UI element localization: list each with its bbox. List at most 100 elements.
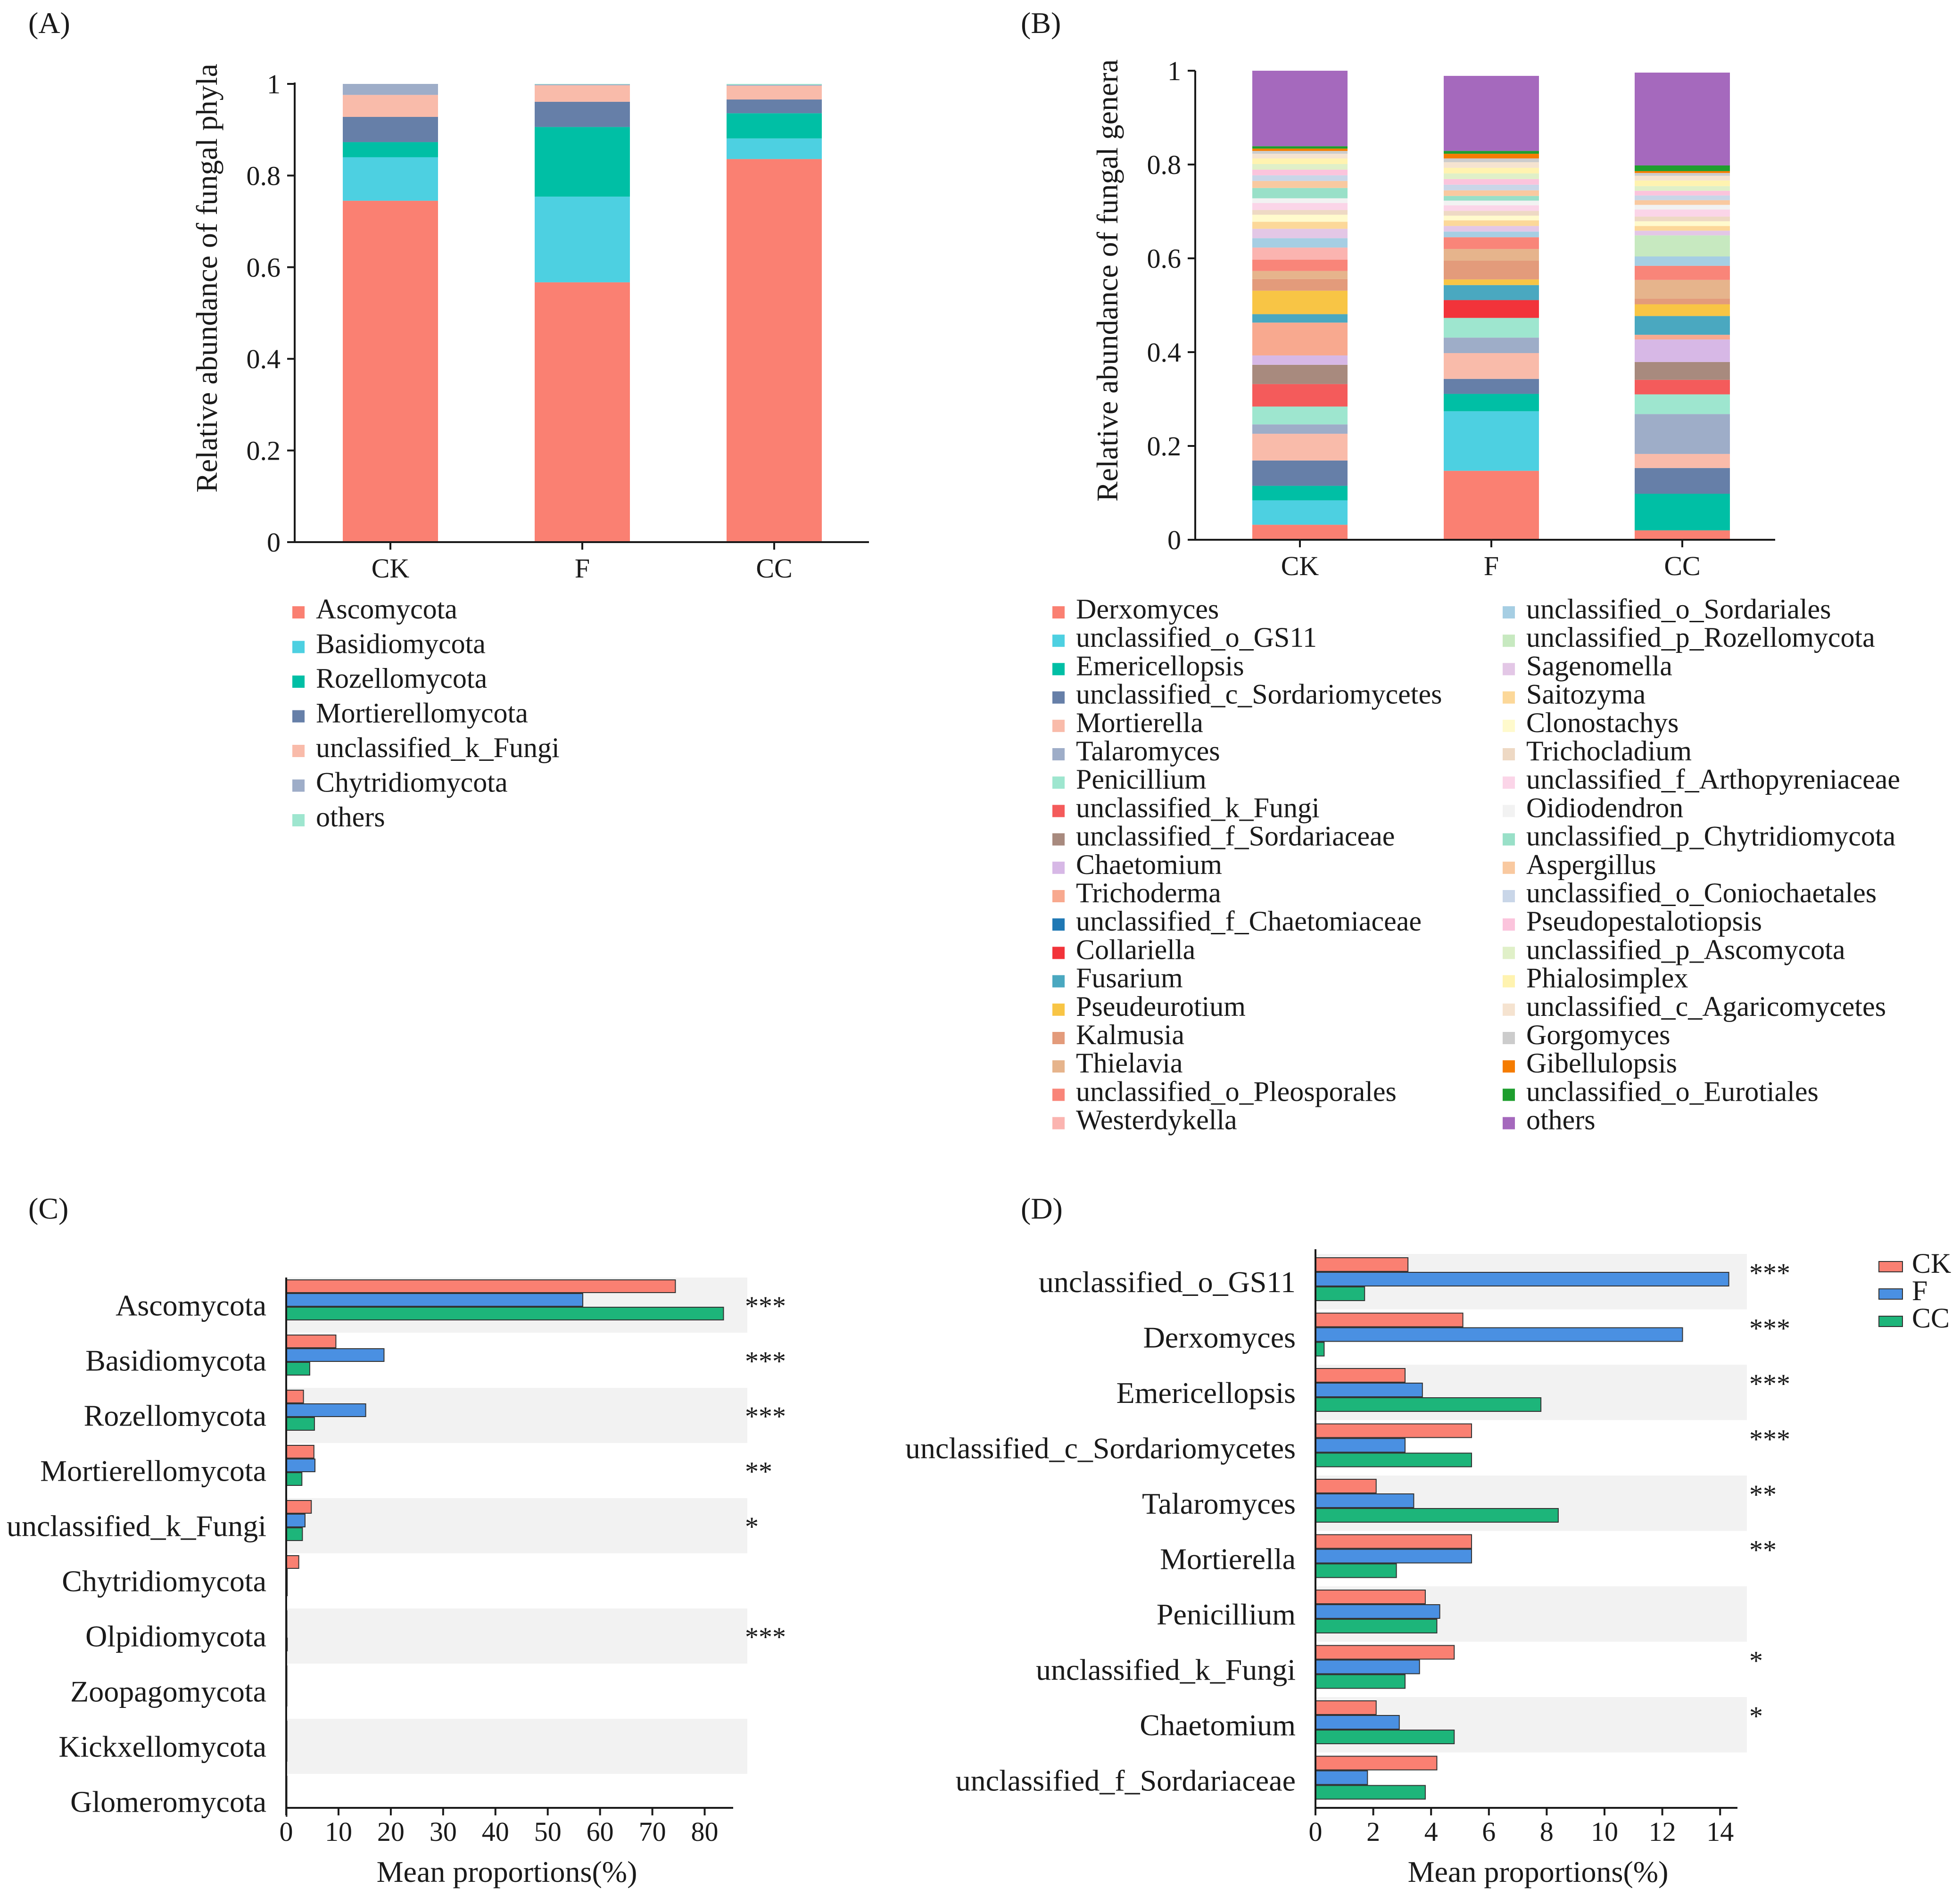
legend-label-unclassified-o-coniochaetales: unclassified_o_Coniochaetales — [1526, 877, 1877, 908]
legend-swatch-thielavia — [1052, 1060, 1065, 1073]
x-axis-title-d: Mean proportions(%) — [1408, 1855, 1669, 1888]
legend-label-westerdykella: Westerdykella — [1076, 1105, 1237, 1136]
significance-marks-c: *************** — [745, 1291, 786, 1652]
bar-segment-cc-chytridiomycota — [727, 84, 822, 86]
legend-label-unclassified-p-ascomycota: unclassified_p_Ascomycota — [1526, 934, 1845, 965]
bar-segment-cc-unclassified-p-ascomycota — [1635, 186, 1730, 191]
bar-segment-ck-sagenomella — [1252, 229, 1348, 239]
bar-segment-f-unclassified-o-coniochaetales — [1444, 184, 1539, 190]
legend-label-pseudopestalotiopsis: Pseudopestalotiopsis — [1526, 906, 1762, 937]
legend-swatch-mortierella — [1052, 719, 1065, 732]
panel-label-d: (D) — [1021, 1192, 1063, 1225]
legend-swatch-collariella — [1052, 947, 1065, 959]
legend-label-unclassified-c-sordariomycetes: unclassified_c_Sordariomycetes — [1076, 679, 1442, 710]
x-tick-label-c: 0 — [280, 1816, 293, 1847]
legend-swatch-chytridiomycota — [292, 779, 305, 792]
bar-unclassified-k-fungi-cc — [1315, 1674, 1406, 1689]
legend-swatch-unclassified-o-eurotiales — [1503, 1088, 1515, 1101]
bar-mortierellomycota-cc — [286, 1472, 303, 1486]
bar-segment-ck-unclassified-k-fungi — [1252, 384, 1348, 407]
legend-swatch-ck — [1878, 1261, 1903, 1272]
significance-ascomycota: *** — [745, 1291, 786, 1321]
x-tick-label-ck: CK — [372, 553, 410, 584]
x-tick-label-c: 20 — [377, 1816, 405, 1847]
legend-label-others: others — [1526, 1105, 1596, 1136]
bar-segment-cc-trichoderma — [1635, 335, 1730, 340]
bar-segment-ck-rozellomycota — [343, 142, 438, 157]
bar-segment-f-unclassified-k-fungi — [535, 85, 630, 102]
y-tick-label-b: 0 — [1167, 525, 1181, 555]
bar-segment-f-talaromyces — [1444, 338, 1539, 353]
bar-segment-ck-thielavia — [1252, 271, 1348, 279]
bar-segment-f-pseudopestalotiopsis — [1444, 179, 1539, 185]
bar-segment-ck-gibellulopsis — [1252, 148, 1348, 151]
bar-segment-f-gorgomyces — [1444, 158, 1539, 163]
bar-segment-ck-unclassified-o-eurotiales — [1252, 146, 1348, 149]
legend-label-chaetomium: Chaetomium — [1076, 849, 1222, 880]
legend-label-ascomycota: Ascomycota — [316, 594, 457, 625]
legend-swatch-penicillium — [1052, 776, 1065, 789]
bar-segment-ck-fusarium — [1252, 314, 1348, 323]
category-label-derxomyces: Derxomyces — [1143, 1320, 1296, 1354]
bar-segment-ck-saitozyma — [1252, 222, 1348, 229]
bar-segment-f-unclassified-o-pleosporales — [1444, 237, 1539, 249]
bar-segment-cc-talaromyces — [1635, 414, 1730, 454]
y-tick-label-b: 0.6 — [1147, 243, 1182, 274]
bar-mortierella-f — [1315, 1549, 1472, 1564]
category-label-basidiomycota: Basidiomycota — [85, 1344, 266, 1377]
significance-emericellopsis: *** — [1749, 1368, 1790, 1399]
bar-segment-ck-oidiodendron — [1252, 198, 1348, 203]
significance-unclassified-k-fungi: * — [1749, 1646, 1763, 1676]
bar-segment-ck-unclassified-o-sordariales — [1252, 238, 1348, 248]
bar-segment-cc-emericellopsis — [1635, 494, 1730, 531]
bar-segment-cc-unclassified-c-sordariomycetes — [1635, 468, 1730, 494]
bar-unclassified-c-sordariomycetes-f — [1315, 1438, 1406, 1453]
bar-segment-f-trichocladium — [1444, 211, 1539, 216]
category-label-unclassified-o-gs11: unclassified_o_GS11 — [1039, 1265, 1296, 1299]
legend-label-unclassified-c-agaricomycetes: unclassified_c_Agaricomycetes — [1526, 991, 1886, 1022]
bar-segment-f-emericellopsis — [1444, 394, 1539, 412]
bar-chaetomium-cc — [1315, 1730, 1455, 1744]
bar-segment-ck-unclassified-o-gs11 — [1252, 500, 1348, 525]
panel-c-phyla-mean-proportions: (C) Ascomycota Basidiomycota Rozellomycota… — [7, 1192, 786, 1888]
legend-label-aspergillus: Aspergillus — [1526, 849, 1656, 880]
grouped-bars-d — [1315, 1257, 1729, 1800]
bar-segment-cc-others — [1635, 72, 1730, 165]
bar-segment-f-collariella — [1444, 300, 1539, 318]
bar-unclassified-f-sordariaceae-cc — [1315, 1785, 1426, 1800]
legend-label-gibellulopsis: Gibellulopsis — [1526, 1047, 1677, 1079]
bar-segment-cc-phialosimplex — [1635, 180, 1730, 186]
bar-segment-ck-mortierellomycota — [343, 116, 438, 142]
category-label-unclassified-c-sordariomycetes: unclassified_c_Sordariomycetes — [905, 1431, 1296, 1465]
legend-label-ck: CK — [1912, 1248, 1951, 1279]
bar-segment-f-unclassified-p-chytridiomycota — [1444, 196, 1539, 201]
bar-segment-f-rozellomycota — [535, 127, 630, 197]
bar-segment-cc-clonostachys — [1635, 221, 1730, 226]
category-label-chaetomium: Chaetomium — [1140, 1708, 1296, 1742]
legend-swatch-unclassified-p-chytridiomycota — [1503, 833, 1515, 846]
bar-ascomycota-f — [286, 1293, 584, 1307]
x-tick-label-cc: CC — [1664, 551, 1700, 581]
legend-swatch-ascomycota — [292, 606, 305, 618]
panel-d-genera-mean-proportions: (D) unclassified_o_GS11 Derxomyces Emerice… — [905, 1192, 1952, 1888]
bar-segment-f-aspergillus — [1444, 190, 1539, 196]
legend-swatch-unclassified-k-fungi — [1052, 805, 1065, 817]
bar-segment-f-sagenomella — [1444, 226, 1539, 232]
bar-segment-ck-others — [1252, 71, 1348, 147]
panel-a-phyla-stacked-bar: (A) Relative abundance of fungal phyla 0… — [28, 6, 869, 833]
legend-label-basidiomycota: Basidiomycota — [316, 628, 486, 659]
legend-swatch-unclassified-f-arthopyreniaceae — [1503, 776, 1515, 789]
legend-label-pseudeurotium: Pseudeurotium — [1076, 991, 1246, 1022]
legend-label-unclassified-k-fungi: unclassified_k_Fungi — [1076, 792, 1320, 823]
category-label-rozellomycota: Rozellomycota — [84, 1399, 266, 1433]
legend-label-rozellomycota: Rozellomycota — [316, 663, 487, 694]
bar-segment-cc-rozellomycota — [727, 113, 822, 139]
significance-marks-d: ****************** — [1749, 1258, 1790, 1731]
legend-swatch-aspergillus — [1503, 861, 1515, 874]
bar-penicillium-cc — [1315, 1619, 1438, 1633]
bar-segment-f-unclassified-o-gs11 — [1444, 411, 1539, 471]
bar-unclassified-o-gs11-cc — [1315, 1286, 1365, 1301]
bar-segment-ck-emericellopsis — [1252, 486, 1348, 501]
bar-segment-ck-unclassified-c-sordariomycetes — [1252, 460, 1348, 486]
